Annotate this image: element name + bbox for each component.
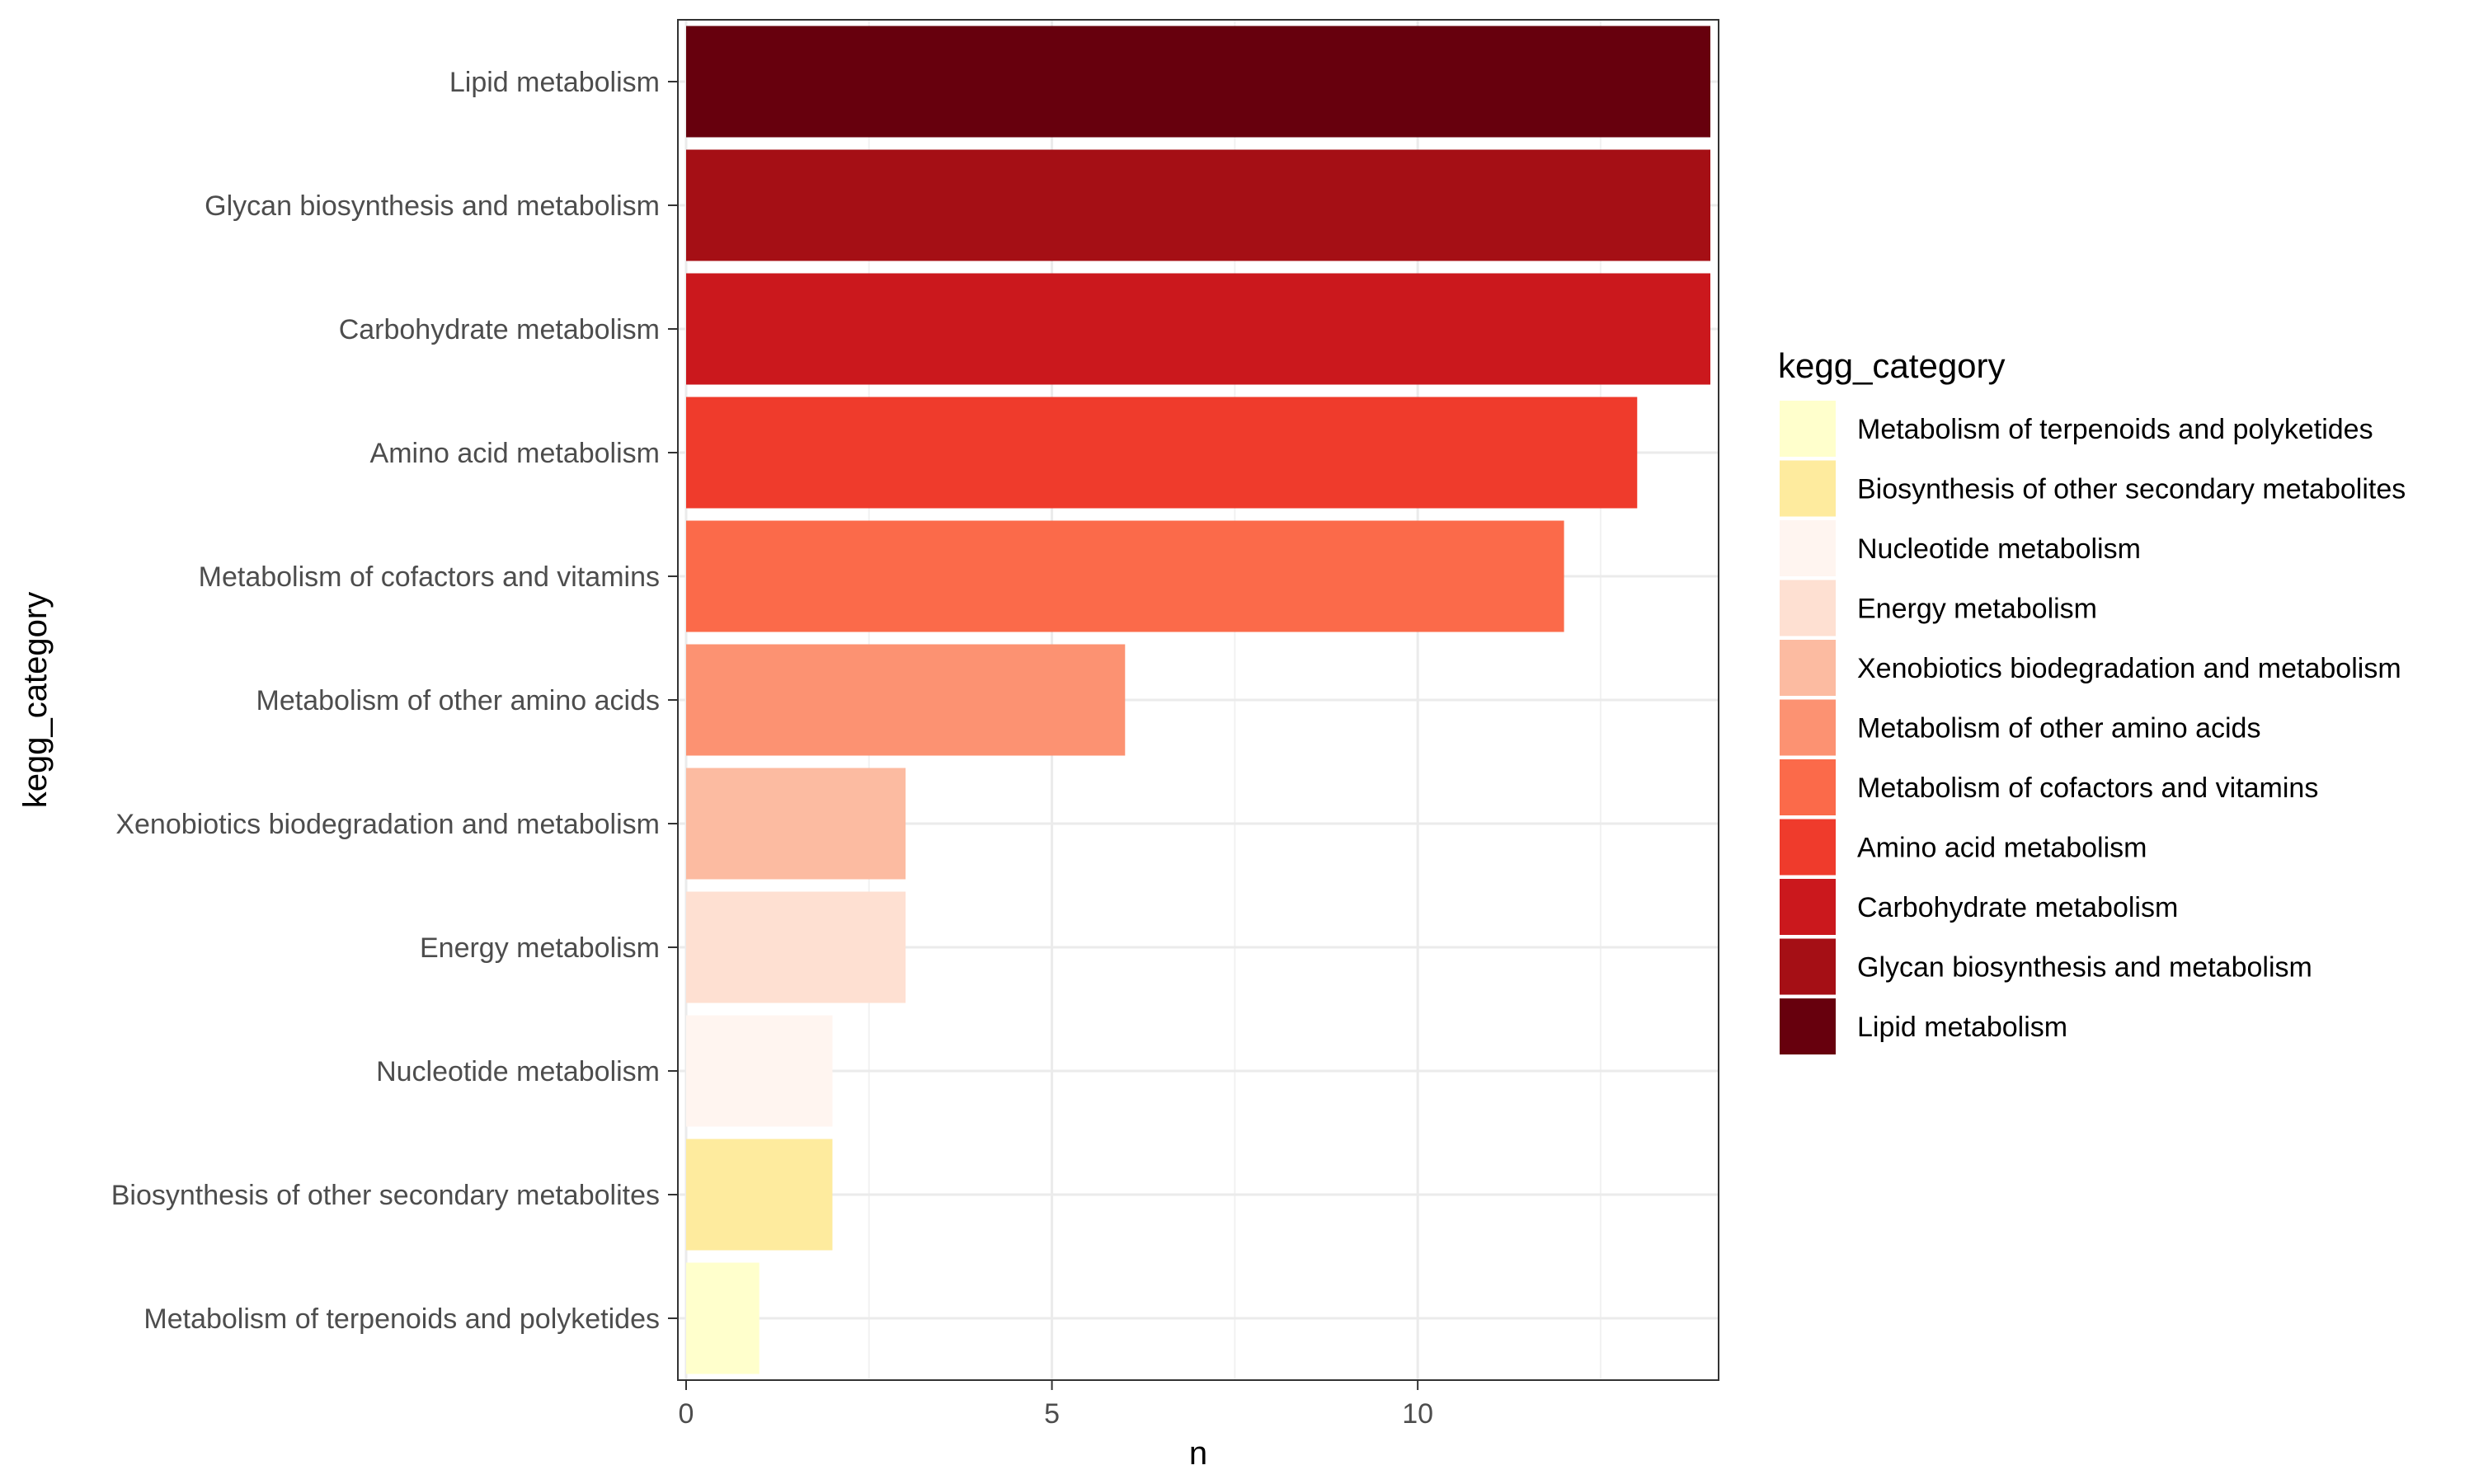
legend-label: Metabolism of other amino acids: [1857, 713, 2260, 744]
legend-label: Energy metabolism: [1857, 594, 2097, 625]
bar: [686, 149, 1710, 261]
legend-label: Xenobiotics biodegradation and metabolis…: [1857, 653, 2401, 684]
legend-key: [1780, 759, 1836, 815]
legend-key: [1780, 819, 1836, 876]
bar: [686, 397, 1638, 509]
bar: [686, 891, 906, 1003]
x-tick-label: 5: [1044, 1398, 1060, 1430]
x-axis: 0 5 10: [679, 1380, 1433, 1430]
bar: [686, 768, 906, 880]
y-tick-label: Amino acid metabolism: [370, 438, 660, 469]
bar: [686, 1015, 833, 1127]
legend-key: [1780, 401, 1836, 457]
y-axis-title: kegg_category: [17, 592, 54, 808]
legend-key: [1780, 998, 1836, 1054]
legend-label: Biosynthesis of other secondary metaboli…: [1857, 474, 2406, 505]
bar: [686, 520, 1564, 632]
x-axis-title: n: [1189, 1435, 1207, 1472]
legend-label: Carbohydrate metabolism: [1857, 892, 2178, 923]
bar: [686, 644, 1126, 756]
legend-key: [1780, 879, 1836, 935]
y-tick-label: Carbohydrate metabolism: [339, 314, 660, 345]
legend-key: [1780, 580, 1836, 636]
bar: [686, 273, 1710, 385]
bar: [686, 1139, 833, 1251]
y-tick-label: Metabolism of other amino acids: [256, 685, 660, 716]
x-tick-label: 10: [1402, 1398, 1433, 1430]
y-tick-label: Metabolism of terpenoids and polyketides: [143, 1303, 660, 1335]
legend-label: Metabolism of cofactors and vitamins: [1857, 773, 2318, 804]
x-tick-label: 0: [679, 1398, 694, 1430]
y-tick-label: Lipid metabolism: [449, 67, 660, 98]
y-tick-label: Energy metabolism: [420, 932, 660, 964]
legend-key: [1780, 938, 1836, 995]
legend-key: [1780, 460, 1836, 517]
legend-label: Nucleotide metabolism: [1857, 533, 2141, 565]
y-tick-label: Glycan biosynthesis and metabolism: [205, 190, 660, 222]
plot-panel: [677, 19, 1719, 1381]
y-axis: Lipid metabolism Glycan biosynthesis and …: [111, 67, 678, 1335]
legend: kegg_category Metabolism of terpenoids a…: [1778, 346, 2406, 1054]
legend-label: Lipid metabolism: [1857, 1012, 2067, 1043]
y-tick-label: Metabolism of cofactors and vitamins: [199, 561, 660, 593]
legend-key: [1780, 699, 1836, 756]
bar: [686, 1262, 760, 1374]
legend-key: [1780, 520, 1836, 576]
legend-label: Glycan biosynthesis and metabolism: [1857, 952, 2312, 984]
legend-key: [1780, 640, 1836, 696]
y-tick-label: Xenobiotics biodegradation and metabolis…: [115, 809, 660, 840]
y-tick-label: Biosynthesis of other secondary metaboli…: [111, 1180, 660, 1211]
legend-label: Amino acid metabolism: [1857, 833, 2147, 864]
legend-title: kegg_category: [1778, 346, 2006, 385]
bar: [686, 26, 1710, 138]
legend-label: Metabolism of terpenoids and polyketides: [1857, 414, 2373, 445]
y-tick-label: Nucleotide metabolism: [376, 1056, 660, 1087]
